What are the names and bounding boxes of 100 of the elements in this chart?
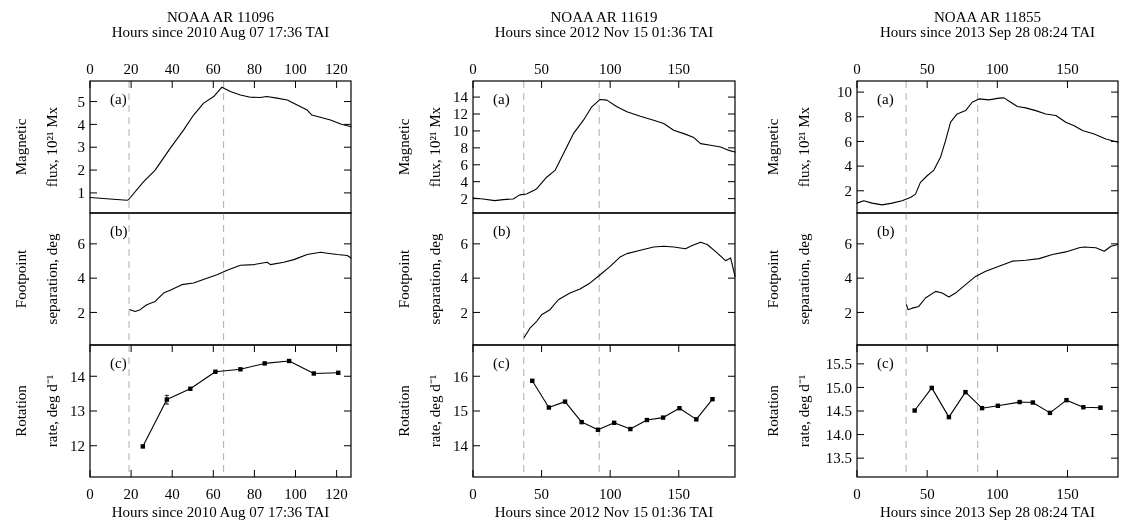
x2-tick-label: 80	[246, 61, 262, 77]
chart-title: NOAA AR 11855	[934, 9, 1041, 25]
point	[546, 405, 552, 410]
x2-tick-label: 0	[469, 61, 477, 77]
annotation: (c)	[493, 355, 510, 372]
y-tick-label: 2	[844, 183, 852, 200]
y-tick-label: 6	[77, 236, 86, 253]
point	[694, 417, 699, 422]
y-tick-label: 12	[70, 437, 85, 454]
point	[1030, 400, 1036, 405]
y-axis-title: Rotation rate, deg d⁻¹	[395, 374, 443, 448]
y-tick-label: 6	[460, 236, 469, 253]
y-axis-title: Rotation rate, deg d⁻¹	[764, 374, 812, 448]
point	[262, 361, 267, 366]
y-tick-label: 1	[77, 185, 85, 202]
point	[1064, 397, 1069, 403]
y-tick-label: 14.5	[825, 403, 852, 420]
x-tick-label: 20	[123, 486, 139, 502]
y-tick-label: 16	[453, 368, 469, 385]
y-axis-title: Rotation rate, deg d⁻¹	[12, 374, 60, 448]
x2-tick-label: 0	[853, 61, 861, 77]
y-axis-title: Magnetic flux, 10²¹ Mx	[395, 106, 443, 188]
y-tick-label: 2	[460, 304, 468, 321]
y-tick-label: 2	[77, 162, 85, 179]
y-tick-label: 13.5	[825, 450, 852, 467]
point	[1017, 399, 1022, 405]
y-tick-label: 6	[844, 236, 853, 253]
x-axis-title: Hours since 2010 Aug 07 17:36 TAI	[111, 504, 330, 520]
y-tick-label: 6	[460, 157, 469, 174]
annotation: (b)	[493, 223, 511, 240]
point	[677, 406, 682, 411]
y-tick-label: 14.0	[825, 426, 852, 443]
x2-tick-label: 20	[123, 61, 139, 77]
point	[912, 408, 917, 413]
x-tick-label: 60	[205, 486, 221, 502]
annotation: (b)	[877, 223, 895, 240]
point	[963, 389, 968, 395]
x-tick-label: 80	[246, 486, 262, 502]
y-tick-label: 15	[453, 403, 468, 420]
y-tick-label: 15.0	[825, 379, 852, 396]
point	[213, 369, 218, 374]
x-tick-label: 100	[986, 486, 1009, 502]
x2-tick-label: 50	[919, 61, 935, 77]
y-tick-label: 4	[844, 158, 853, 175]
x2-tick-label: 120	[325, 61, 348, 77]
y-tick-label: 14	[453, 437, 469, 454]
annotation: (c)	[877, 355, 894, 372]
y-tick-label: 4	[460, 270, 469, 287]
y-tick-label: 4	[460, 173, 469, 190]
annotation: (a)	[493, 91, 510, 108]
x2-tick-label: 100	[986, 61, 1009, 77]
x-tick-label: 100	[284, 486, 307, 502]
x2-tick-label: 60	[205, 61, 221, 77]
x2-tick-label: 150	[667, 61, 691, 77]
y-tick-label: 6	[844, 133, 853, 150]
x-tick-label: 0	[853, 486, 861, 502]
x2-axis-title: Hours since 2012 Nov 15 01:36 TAI	[494, 24, 714, 40]
point	[562, 399, 568, 404]
x-tick-label: 150	[1056, 486, 1079, 502]
annotation: (a)	[877, 91, 894, 108]
y-axis-title: Footpoint separation, deg	[764, 233, 812, 325]
x-tick-label: 50	[534, 486, 550, 502]
point	[311, 371, 316, 376]
y-tick-label: 4	[77, 270, 86, 287]
point	[660, 415, 666, 420]
y-tick-label: 10	[453, 123, 468, 140]
y-tick-label: 8	[460, 140, 468, 157]
x-tick-label: 100	[598, 486, 622, 502]
point	[140, 444, 146, 449]
x-tick-label: 0	[86, 486, 94, 502]
y-tick-label: 5	[77, 93, 85, 110]
x2-tick-label: 40	[164, 61, 180, 77]
chart-title: NOAA AR 11096	[167, 9, 275, 25]
chart-title: NOAA AR 11619	[550, 9, 658, 25]
y-axis-title: Footpoint separation, deg	[12, 233, 60, 325]
y-tick-label: 2	[460, 190, 468, 207]
x-axis-title: Hours since 2012 Nov 15 01:36 TAI	[494, 504, 714, 520]
y-tick-label: 12	[453, 106, 468, 123]
x-tick-label: 40	[164, 486, 180, 502]
annotation: (c)	[110, 355, 127, 372]
y-tick-label: 15.5	[825, 356, 852, 373]
x-tick-label: 150	[667, 486, 691, 502]
x2-tick-label: 100	[284, 61, 307, 77]
x-axis-title: Hours since 2013 Sep 28 08:24 TAI	[879, 504, 1096, 520]
y-axis-title: Footpoint separation, deg	[395, 233, 443, 325]
x2-tick-label: 100	[598, 61, 622, 77]
x2-axis-title: Hours since 2013 Sep 28 08:24 TAI	[879, 24, 1096, 40]
x2-tick-label: 150	[1056, 61, 1079, 77]
x-tick-label: 120	[325, 486, 348, 502]
point	[238, 367, 243, 372]
y-axis-title: Magnetic flux, 10²¹ Mx	[764, 106, 812, 188]
annotation: (a)	[110, 91, 127, 108]
point	[628, 426, 633, 432]
annotation: (b)	[110, 223, 128, 240]
y-tick-label: 2	[844, 304, 852, 321]
y-tick-label: 14	[70, 368, 86, 385]
point	[710, 396, 715, 402]
x2-tick-label: 50	[534, 61, 550, 77]
x-tick-label: 0	[469, 486, 477, 502]
y-tick-label: 13	[70, 403, 85, 420]
